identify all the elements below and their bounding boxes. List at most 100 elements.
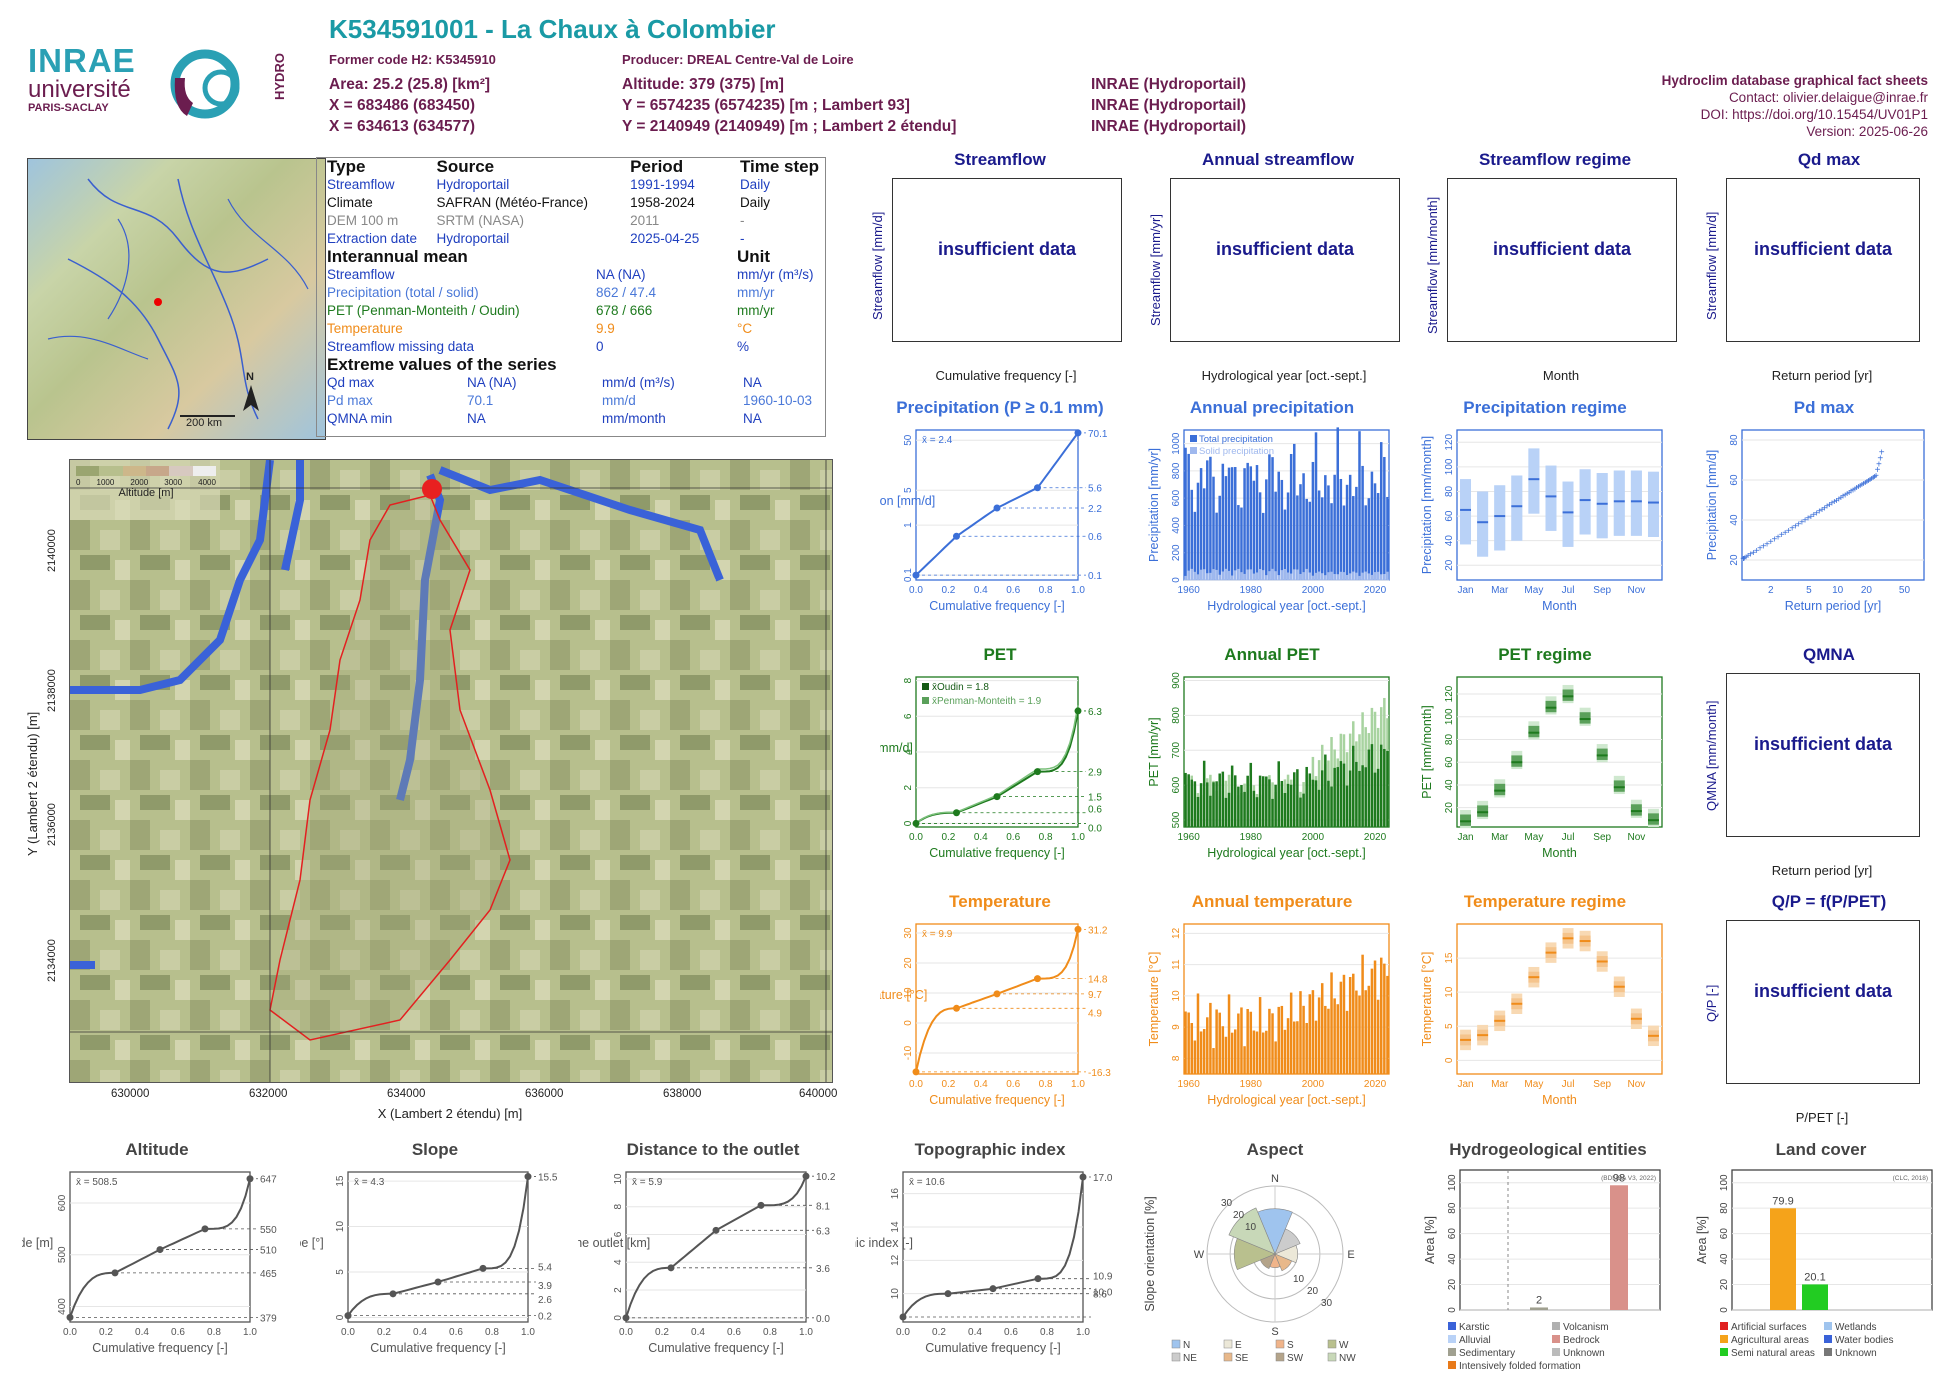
month-iqr [1579,469,1591,535]
panel-temp-regime: Temperature regime 0 5 10 15 Jan Mar May Jul Sep… [1415,892,1675,1127]
annual-bar [1348,474,1352,580]
y-axis-label: Temperature [°C] [880,988,927,1002]
annual-temp-chart: 8 9 10 11 12 1960 1980 2000 2020 Temperature [°C]… [1147,923,1390,1107]
annual-bar [1196,482,1200,580]
contact[interactable]: Contact: olivier.delaigue@inrae.fr [1728,90,1928,105]
annual-bar [1286,1018,1290,1074]
solid-bar [1240,572,1243,580]
annual-bar [1327,780,1330,827]
x-axis-label: Cumulative frequency [-] [92,1341,227,1355]
annual-bar [1218,495,1221,580]
annual-bar [1202,1029,1206,1074]
x-tick-label: 0.6 [1006,585,1020,596]
x-tick-label: 0.4 [974,832,988,843]
annual-bar [1352,973,1355,1074]
annual-bar [1265,1030,1268,1074]
quantile-point [757,1201,765,1209]
annual-bar [1268,779,1271,827]
x-tick-label: 0.0 [896,1327,910,1338]
month-iqr [1511,475,1523,541]
x-tick-label: 1.0 [521,1327,535,1338]
x-tick-label: 0.6 [449,1327,463,1338]
annual-bar [1268,454,1271,580]
producer: Producer: DREAL Centre-Val de Loire [622,52,854,67]
x-tick-label: 0.8 [485,1327,499,1338]
annual-max-point: + [1745,551,1751,562]
annual-bar [1314,432,1318,580]
bar-back [1330,737,1333,827]
quantile-label: 0.6 [1088,805,1102,816]
y-tick-label: 20 [1447,1279,1458,1291]
annual-bar [1305,766,1308,827]
annual-bar [1296,495,1299,580]
annual-bar [1370,471,1374,580]
quantile-point [912,819,920,827]
month-iqr [1596,748,1608,760]
legend-tick: 4000 [198,478,216,487]
legend-swatch [1190,447,1197,454]
doi-link[interactable]: DOI: https://doi.org/10.15454/UV01P1 [1700,107,1928,122]
x-axis-label: Cumulative frequency [-] [935,368,1077,383]
panel-title: Temperature [949,892,1051,911]
legend-swatch [922,697,929,704]
x-tick-label: Jan [1457,585,1473,596]
annual-bar [1355,761,1358,827]
catchment-map-svg [70,460,832,1082]
panel-title: Annual PET [1224,645,1320,664]
legend-swatch [1223,1339,1233,1349]
legend-swatch [1448,1335,1456,1343]
annual-bar [1339,981,1343,1074]
source-3: INRAE (Hydroportail) [1091,118,1246,135]
x-axis-label: Hydrological year [oct.-sept.] [1207,1093,1365,1107]
quantile-label: 0.2 [538,1312,552,1323]
annual-bar [1311,779,1315,827]
x-axis-label: Cumulative frequency [-] [929,846,1064,860]
x-tick-label: 0.8 [763,1327,777,1338]
annual-bar [1249,762,1253,827]
annual-max-point: + [1748,550,1754,561]
quantile-point [989,1285,997,1293]
annual-bar [1224,476,1228,580]
solid-bar [1333,574,1336,580]
annual-bar [1255,465,1259,580]
annual-bar [1317,789,1321,827]
x-tick-label: Jan [1457,1079,1473,1090]
x-tick-label: 0.2 [99,1327,113,1338]
x-tick-label: 0.6 [1006,1079,1020,1090]
legend-label: SE [1235,1353,1249,1364]
x-axis-label: P/PET [-] [1795,1110,1849,1125]
x-tick-label: 0.0 [63,1327,77,1338]
annual-bar [1252,480,1256,580]
solid-bar [1261,570,1265,580]
rose-petal [1274,1253,1293,1272]
y-axis-label: Precipitation [mm/month] [1420,436,1434,574]
annual-max-point: + [1846,488,1852,499]
mean-unit: % [737,339,750,354]
annual-max-point: + [1754,546,1760,557]
y-tick-label: 20 [1444,559,1455,571]
bar-value-label: 20.1 [1804,1271,1825,1283]
annual-bar [1237,505,1240,580]
x-tick-label: 0.0 [909,585,923,596]
x-tick-label: 0.4 [135,1327,149,1338]
month-iqr [1494,485,1506,551]
annual-bar [1286,492,1290,580]
panel-annual-precip: Annual precipitation 0 200 400 600 800 1000 19… [1142,398,1402,633]
legend-label: Volcanism [1563,1322,1609,1333]
panel-qd-max: Qd max insufficient data Streamflow [mm/… [1704,150,1944,390]
annual-bar [1361,954,1364,1074]
y-tick-label: 700 [1171,741,1182,758]
x-tick-label: Mar [1491,585,1509,596]
x-tick-label: Nov [1627,585,1645,596]
solid-bar [1314,572,1318,580]
solid-bar [1218,574,1221,580]
panel-precip-regime: Precipitation regime 20 40 60 80 100 120 Jan Ma… [1415,398,1675,633]
x-axis-label: Return period [yr] [1785,599,1882,613]
quantile-point [953,1004,960,1012]
annual-max-point: + [1799,518,1805,529]
annual-bar [1187,1012,1190,1074]
annual-max-point: + [1751,548,1757,559]
solid-bar [1243,573,1246,580]
annual-max-point: + [1852,484,1858,495]
x-tick-label: May [1524,1079,1543,1090]
